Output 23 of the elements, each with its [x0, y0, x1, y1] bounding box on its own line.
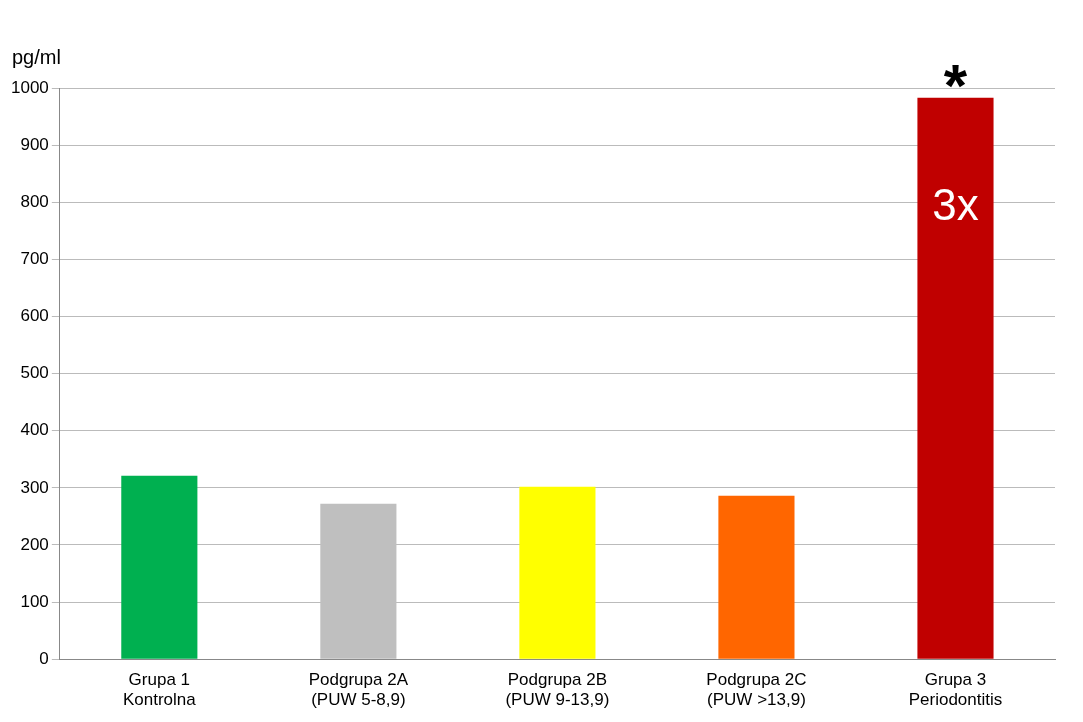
y-tick-label: 1000: [10, 77, 49, 97]
bar: [917, 97, 994, 659]
annotation: 3x: [932, 179, 979, 229]
bar: [121, 475, 198, 659]
y-tick-label: 0: [39, 648, 49, 668]
x-tick-label: Grupa 1 Kontrolna: [122, 670, 197, 710]
y-tick-label: 300: [20, 477, 49, 497]
x-tick-label: Podgrupa 2C (PUW >13,9): [706, 670, 807, 710]
y-tick-label: 400: [20, 420, 49, 440]
y-tick-label: 100: [20, 591, 49, 611]
y-tick-label: 200: [20, 534, 49, 554]
x-tick-label: Grupa 3 Periodontitis: [908, 670, 1003, 710]
y-tick-label: 800: [20, 191, 49, 211]
y-tick-label: 700: [20, 249, 49, 269]
y-tick-label: 500: [20, 363, 49, 383]
y-tick-label: 600: [20, 306, 49, 326]
y-axis-title: pg/ml: [12, 45, 61, 68]
bar: [718, 495, 795, 659]
x-tick-label: Podgrupa 2B (PUW 9-13,9): [505, 670, 610, 710]
x-tick-label: Podgrupa 2A (PUW 5-8,9): [308, 670, 409, 710]
y-tick-label: 900: [20, 134, 49, 154]
annotation: *: [943, 52, 968, 120]
bar: [519, 486, 596, 659]
